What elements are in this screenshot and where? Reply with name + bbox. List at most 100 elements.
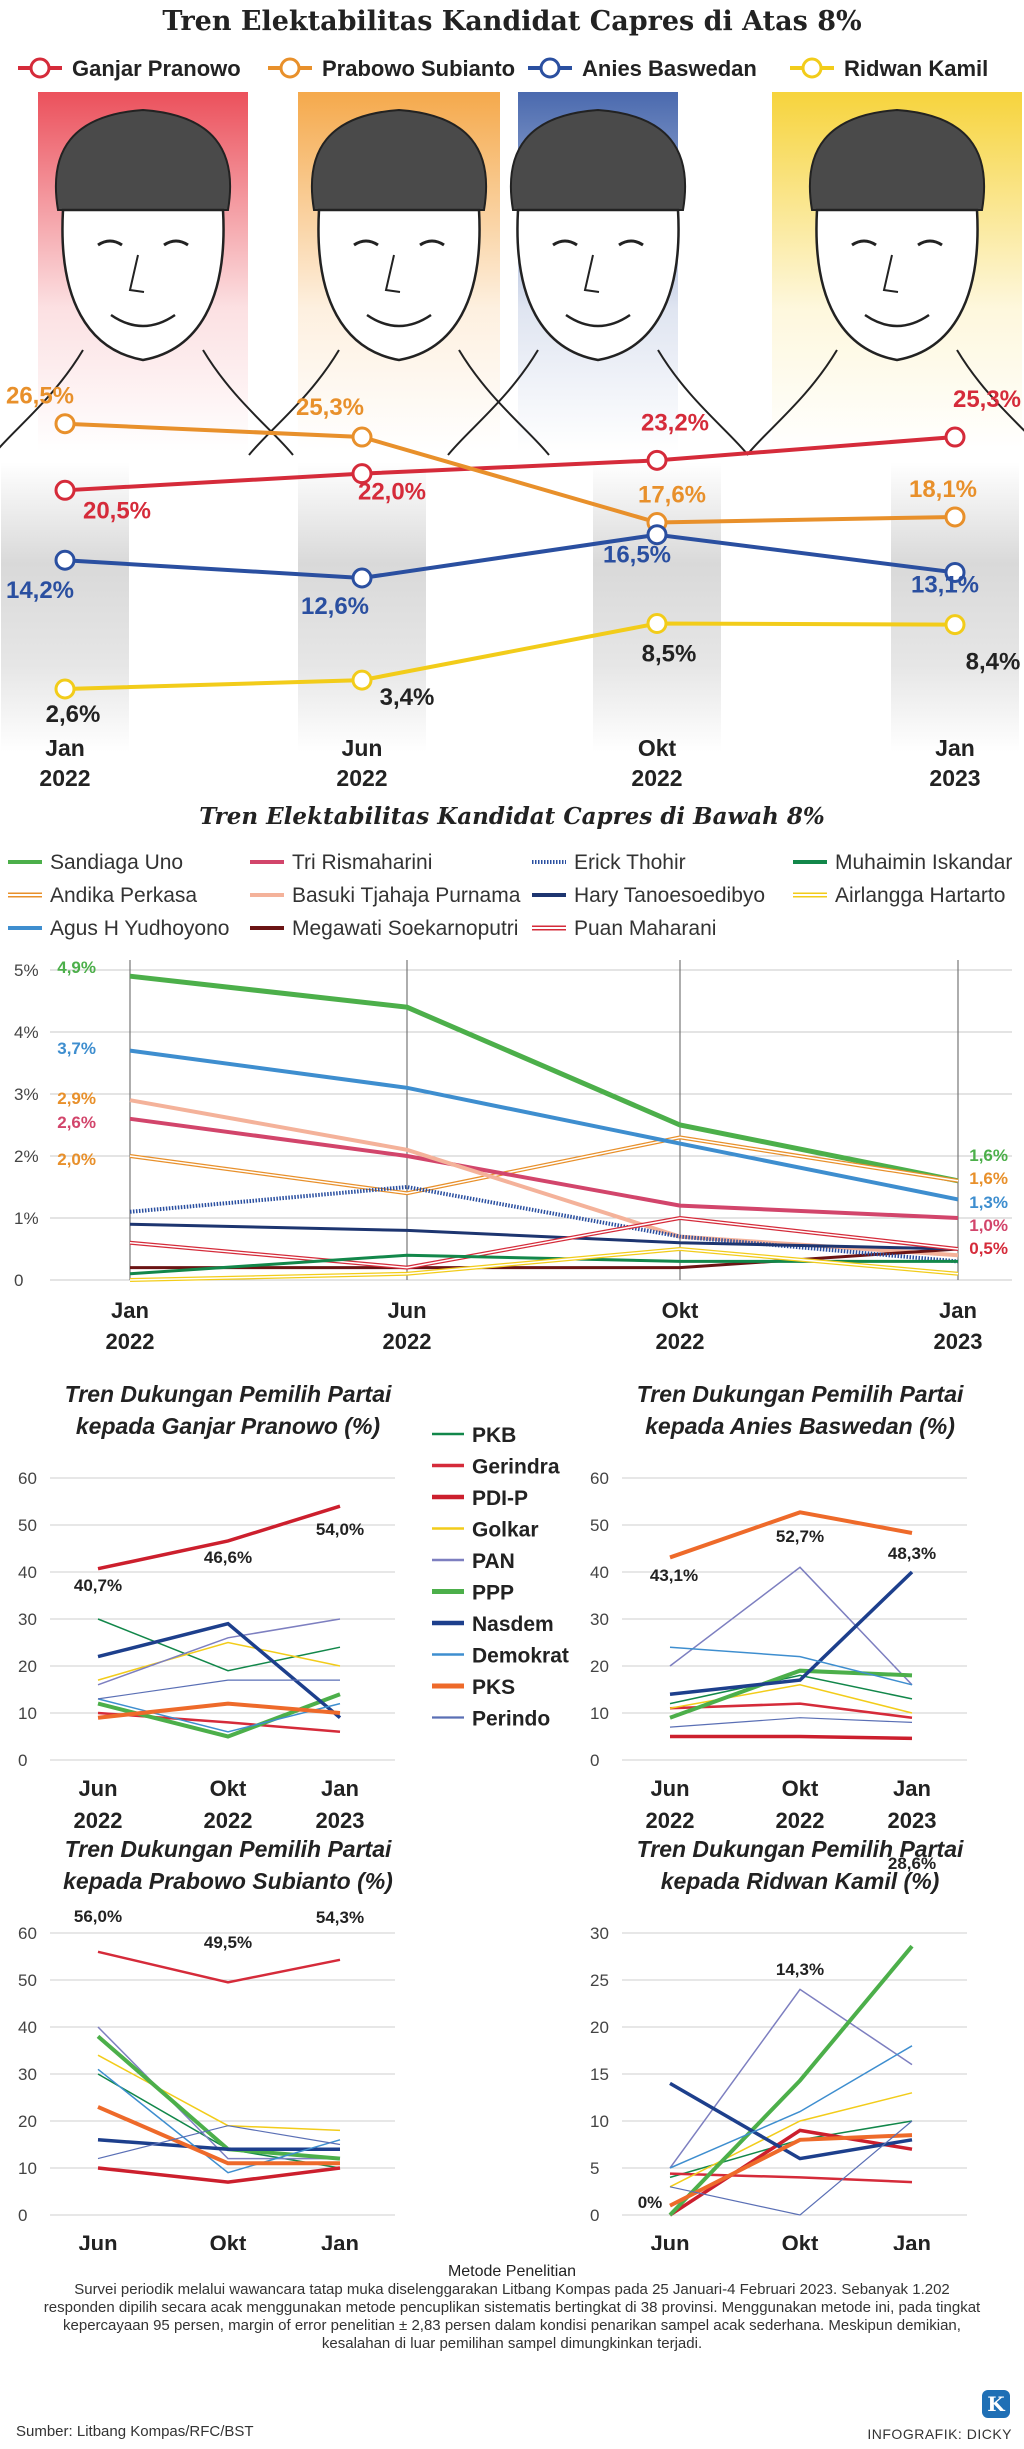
data-label-ridwan-2: 14,3% <box>776 1960 824 1979</box>
methodology-text: Survei periodik melalui wawancara tatap … <box>43 2281 981 2352</box>
series-line-prabowo-perindo <box>97 2125 341 2160</box>
data-label-anies-3: 48,3% <box>888 1544 936 1563</box>
x-tick-month-ridwan-1: Jun <box>650 2231 689 2250</box>
y-tick-label-0: 0 <box>14 1271 23 1290</box>
y-tick-label-prabowo-0: 0 <box>18 2206 27 2225</box>
value-label-ganjar-pranowo-3: 23,2% <box>641 409 709 436</box>
column-band-4 <box>891 462 1019 752</box>
y-tick-label-anies-1: 10 <box>590 1704 609 1723</box>
portrait-mouth-ganjar-pranowo <box>110 313 176 328</box>
y-tick-label-ridwan-6: 30 <box>590 1924 609 1943</box>
y-tick-label-ridwan-2: 10 <box>590 2112 609 2131</box>
series-line-agus-h-yudhoyono <box>129 1048 959 1202</box>
y-tick-label-ridwan-5: 25 <box>590 1971 609 1990</box>
series-line-hary-tanoesoedibyo <box>129 1222 959 1251</box>
value-label-anies-baswedan-3: 16,5% <box>603 542 671 569</box>
series-line-anies-demokrat <box>669 1646 913 1686</box>
legend-label-puan-maharani: Puan Maharani <box>574 917 716 940</box>
legend-label-tri-rismaharini: Tri Rismaharini <box>292 851 432 874</box>
legend-label-ganjar-pranowo: Ganjar Pranowo <box>72 56 241 81</box>
series-line-ridwan-pks <box>669 2133 913 2208</box>
data-label-8: 1,3% <box>969 1193 1008 1212</box>
x-tick-year-2: 2022 <box>383 1329 432 1354</box>
source-note: Sumber: Litbang Kompas/RFC/BST <box>16 2423 254 2440</box>
column-band-1 <box>1 462 129 752</box>
methodology: Metode Penelitian Survei periodik melalu… <box>40 2263 984 2353</box>
series-line-anies-gerindra <box>669 1702 913 1719</box>
value-label-ridwan-kamil-3: 8,5% <box>642 641 697 668</box>
series-line-ridwan-pan <box>669 1988 913 2169</box>
value-label-anies-baswedan-4: 13,1% <box>911 571 979 598</box>
y-tick-label-ganjar-4: 40 <box>18 1563 37 1582</box>
series-line-ridwan-nasdem <box>669 2081 913 2161</box>
series-line-anies-perindo <box>669 1717 913 1728</box>
data-label-3: 2,9% <box>57 1089 96 1108</box>
data-label-10: 0,5% <box>969 1239 1008 1258</box>
x-tick-month-prabowo-2: Okt <box>210 2231 247 2250</box>
y-tick-label-prabowo-2: 20 <box>18 2112 37 2131</box>
party-legend-label-pks: PKS <box>472 1676 515 1699</box>
y-tick-label-prabowo-6: 60 <box>18 1924 37 1943</box>
series-line-ganjar-pks <box>97 1701 341 1720</box>
data-point-ganjar-pranowo-2 <box>351 463 373 485</box>
data-point-prabowo-subianto-2 <box>351 426 373 448</box>
y-tick-label-anies-3: 30 <box>590 1610 609 1629</box>
y-tick-label-ridwan-3: 15 <box>590 2065 609 2084</box>
data-label-4: 2,6% <box>57 1113 96 1132</box>
y-tick-label-anies-2: 20 <box>590 1657 609 1676</box>
series-line-prabowo-pdi-p <box>97 2166 341 2184</box>
portrait-face-ganjar-pranowo <box>61 208 225 362</box>
portrait-prabowo-subianto <box>248 108 550 456</box>
column-band-2 <box>298 462 426 752</box>
party-legend-label-pkb: PKB <box>472 1424 516 1447</box>
party-chart-ridwan: Tren Dukungan Pemilih Partai kepada Ridwa… <box>590 1836 967 2250</box>
value-label-prabowo-subianto-2: 25,3% <box>296 394 364 421</box>
series-line-prabowo-demokrat <box>97 2068 341 2174</box>
x-tick-year-ganjar-3: 2023 <box>316 1808 365 1833</box>
x-tick-year-3: 2022 <box>631 765 682 791</box>
x-tick-year-3: 2022 <box>656 1329 705 1354</box>
legend-label-ridwan-kamil: Ridwan Kamil <box>844 56 988 81</box>
y-tick-label-anies-5: 50 <box>590 1516 609 1535</box>
kompas-logo: K <box>982 2390 1010 2418</box>
data-point-anies-baswedan-4 <box>944 561 966 583</box>
data-point-ganjar-pranowo-1 <box>54 479 76 501</box>
series-line-ganjar-pdi-p <box>97 1504 341 1571</box>
methodology-heading: Metode Penelitian <box>447 2263 577 2280</box>
y-tick-label-prabowo-3: 30 <box>18 2065 37 2084</box>
data-point-anies-baswedan-1 <box>54 549 76 571</box>
x-tick-month-3: Okt <box>638 735 677 761</box>
portrait-shoulders-ganjar-pranowo <box>0 349 294 456</box>
party-chart-title-1-prabowo: Tren Dukungan Pemilih Partai <box>65 1836 392 1862</box>
data-label-ridwan-1: 0% <box>638 2193 663 2212</box>
data-point-ganjar-pranowo-3 <box>646 449 668 471</box>
x-tick-year-anies-3: 2023 <box>888 1808 937 1833</box>
data-label-ganjar-2: 46,6% <box>204 1548 252 1567</box>
data-point-prabowo-subianto-4 <box>944 506 966 528</box>
series-line-anies-pkb <box>669 1674 913 1705</box>
data-point-ridwan-kamil-3 <box>646 613 668 635</box>
y-tick-label-ridwan-0: 0 <box>590 2206 599 2225</box>
x-tick-month-anies-3: Jan <box>893 1776 931 1801</box>
party-chart-title-2-prabowo: kepada Prabowo Subianto (%) <box>63 1868 393 1894</box>
legend-label-sandiaga-uno: Sandiaga Uno <box>50 851 183 874</box>
value-label-ganjar-pranowo-1: 20,5% <box>83 497 151 524</box>
series-line-ganjar-demokrat <box>97 1698 341 1733</box>
portrait-mouth-ridwan-kamil <box>864 313 930 328</box>
series-line-prabowo-pan <box>97 2026 340 2160</box>
portrait-cap-anies-baswedan <box>509 108 687 211</box>
value-label-ridwan-kamil-4: 8,4% <box>966 649 1021 676</box>
x-tick-month-ridwan-3: Jan <box>893 2231 931 2250</box>
portrait-nose-ganjar-pranowo <box>128 254 145 293</box>
x-tick-month-anies-1: Jun <box>650 1776 689 1801</box>
series-line-ridwan-gerindra <box>669 2172 913 2184</box>
x-tick-year-anies-2: 2022 <box>776 1808 825 1833</box>
series-line-prabowo-pks <box>97 2105 340 2166</box>
legend-label-erick-thohir: Erick Thohir <box>574 851 686 874</box>
series-line-erick-thohir <box>129 1184 959 1264</box>
party-chart-title-2-ridwan: kepada Ridwan Kamil (%) <box>661 1868 940 1894</box>
party-legend-label-nasdem: Nasdem <box>472 1613 554 1636</box>
portrait-cap-prabowo-subianto <box>310 108 488 211</box>
data-point-ridwan-kamil-2 <box>351 669 373 691</box>
